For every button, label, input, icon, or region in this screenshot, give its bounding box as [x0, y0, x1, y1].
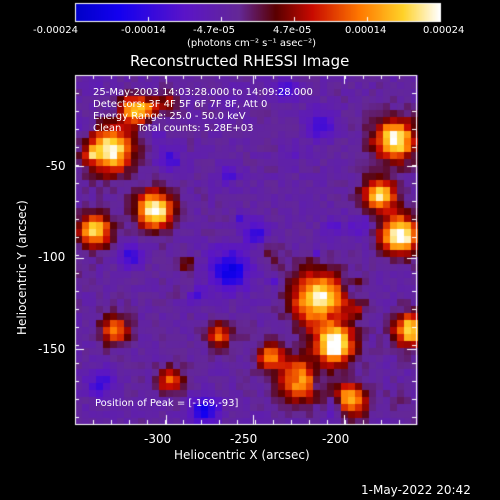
colorbar-tick-label: -0.00024	[33, 25, 78, 36]
x-tick-label: -300	[144, 432, 172, 446]
colorbar-tick-label: 0.00014	[345, 25, 387, 36]
y-tick-label: -150	[38, 342, 66, 356]
colorbar-tick-label: -0.00014	[121, 25, 166, 36]
x-axis-label: Heliocentric X (arcsec)	[174, 448, 310, 462]
x-tick-label: -250	[230, 432, 258, 446]
time-range-text: 25-May-2003 14:03:28.000 to 14:09:28.000	[93, 87, 313, 98]
y-axis-label: Heliocentric Y (arcsec)	[15, 200, 29, 335]
detectors-text: Detectors: 3F 4F 5F 6F 7F 8F, Att 0	[93, 99, 268, 110]
y-tick-label: -50	[46, 159, 66, 173]
peak-position-text: Position of Peak = [-169,-93]	[95, 398, 239, 409]
energy-range-text: Energy Range: 25.0 - 50.0 keV	[93, 111, 246, 122]
colorbar-tick-label: -4.7e-05	[193, 25, 235, 36]
colorbar-tick-label: 4.7e-05	[273, 25, 312, 36]
footer-timestamp: 1-May-2022 20:42	[361, 483, 471, 497]
method-counts-text: Clean Total counts: 5.28E+03	[93, 123, 254, 134]
colorbar-tick-label: 0.00024	[423, 25, 465, 36]
plot-title: Reconstructed RHESSI Image	[130, 52, 350, 70]
x-tick-label: -200	[322, 432, 350, 446]
colorbar-units: (photons cm⁻² s⁻¹ asec⁻²)	[187, 38, 317, 49]
y-tick-label: -100	[38, 250, 66, 264]
